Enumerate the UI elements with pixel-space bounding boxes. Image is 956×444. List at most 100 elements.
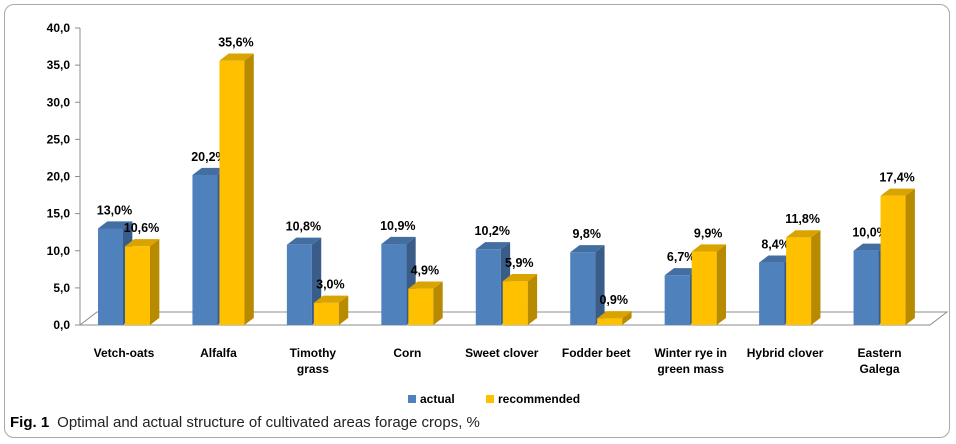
bar-recommended bbox=[125, 239, 160, 325]
bar-front-face bbox=[313, 302, 339, 325]
bar-top-face bbox=[570, 245, 605, 253]
bar-front-face bbox=[408, 288, 434, 325]
bar-side-face bbox=[338, 295, 349, 325]
y-tick-label: 30,0 bbox=[47, 95, 71, 109]
y-tick-label: 35,0 bbox=[47, 58, 71, 72]
data-label: 17,4% bbox=[879, 171, 914, 185]
y-tick-label: 15,0 bbox=[47, 207, 71, 221]
bar-front-face bbox=[381, 244, 407, 325]
data-label: 10,9% bbox=[380, 219, 415, 233]
bar-top-face bbox=[381, 236, 416, 245]
bar-recommended bbox=[786, 230, 821, 325]
data-label: 10,8% bbox=[286, 220, 321, 234]
bar-front-face bbox=[125, 246, 150, 325]
bar-side-face bbox=[811, 230, 821, 325]
legend-label-recommended: recommended bbox=[498, 392, 580, 406]
bar-top-face bbox=[408, 281, 443, 289]
bar-top-face bbox=[853, 243, 888, 251]
data-label: 9,8% bbox=[572, 227, 601, 241]
x-category-label: Sweet clover bbox=[465, 346, 539, 360]
data-label: 11,8% bbox=[785, 212, 820, 226]
bar-side-face bbox=[244, 53, 254, 326]
bar-top-face bbox=[286, 237, 322, 245]
data-label: 3,0% bbox=[316, 278, 345, 292]
figure-frame bbox=[4, 4, 950, 438]
x-category-label: Timothy grass bbox=[290, 346, 337, 376]
bar-recommended bbox=[691, 244, 727, 325]
data-label: 10,0% bbox=[852, 226, 887, 240]
bar-actual bbox=[570, 245, 605, 325]
bar-front-face bbox=[691, 251, 717, 325]
bar-side-face bbox=[433, 281, 443, 325]
legend-label-actual: actual bbox=[420, 392, 455, 406]
bar-front-face bbox=[880, 195, 906, 325]
bar-chart: 0,0 5,0 10,0 15,0 20,0 25,0 30,0 35,0 40,0 13,0% 1… bbox=[47, 21, 949, 406]
data-label: 6,7% bbox=[667, 250, 696, 264]
bar-side-face bbox=[905, 188, 915, 325]
data-label: 8,4% bbox=[761, 237, 790, 251]
x-category-label: Winter rye in green mass bbox=[654, 346, 727, 376]
y-tick-label: 0,0 bbox=[53, 318, 70, 332]
bar-side-face bbox=[527, 274, 538, 325]
bar-top-face bbox=[597, 311, 632, 319]
bar-side-face bbox=[716, 244, 727, 325]
bar-top-face bbox=[219, 53, 254, 61]
bar-top-face bbox=[786, 230, 821, 238]
data-label: 10,6% bbox=[124, 221, 159, 235]
bar-side-face bbox=[622, 311, 632, 325]
bar-top-face bbox=[502, 274, 538, 282]
bar-top-face bbox=[691, 244, 727, 252]
bar-front-face bbox=[286, 244, 312, 325]
y-tick-label: 25,0 bbox=[47, 132, 71, 146]
x-category-label: Corn bbox=[393, 346, 421, 360]
bar-front-face bbox=[597, 318, 623, 325]
bar-top-face bbox=[125, 239, 160, 247]
bar-front-face bbox=[192, 175, 218, 325]
x-category-label: Fodder beet bbox=[562, 346, 631, 360]
bar-top-face bbox=[192, 167, 227, 176]
y-tick-label: 5,0 bbox=[53, 281, 70, 295]
bar-front-face bbox=[219, 60, 245, 326]
bar-top-face bbox=[98, 221, 133, 229]
bar-top-face bbox=[313, 295, 349, 303]
bar-top-face bbox=[759, 255, 794, 263]
data-label: 20,2% bbox=[191, 150, 226, 164]
bar-actual bbox=[381, 236, 416, 325]
bar-front-face bbox=[570, 252, 596, 325]
x-category-label: Alfalfa bbox=[200, 346, 237, 360]
y-tick-label: 40,0 bbox=[47, 21, 71, 35]
data-label: 0,9% bbox=[599, 293, 628, 307]
bar-recommended bbox=[597, 311, 632, 325]
bar-recommended bbox=[313, 295, 349, 325]
bar-front-face bbox=[759, 262, 785, 325]
bar-recommended bbox=[219, 53, 254, 326]
data-label: 9,9% bbox=[694, 226, 723, 240]
bar-top-face bbox=[880, 188, 915, 196]
x-category-label: Hybrid clover bbox=[747, 346, 824, 360]
data-label: 35,6% bbox=[218, 36, 253, 50]
x-category-label: Vetch-oats bbox=[94, 346, 155, 360]
bar-recommended bbox=[880, 188, 915, 325]
bar-side-face bbox=[150, 239, 160, 325]
legend-swatch-recommended bbox=[486, 395, 494, 403]
y-tick-label: 20,0 bbox=[47, 170, 71, 184]
bar-front-face bbox=[786, 237, 812, 325]
x-category-label: Eastern Galega bbox=[858, 346, 902, 376]
bar-recommended bbox=[408, 281, 443, 325]
bar-front-face bbox=[98, 228, 123, 325]
data-label: 5,9% bbox=[505, 256, 534, 270]
figure-label: Fig. 1 bbox=[10, 414, 50, 431]
data-label: 13,0% bbox=[97, 203, 132, 217]
figure-caption: Fig. 1 Optimal and actual structure of cu… bbox=[10, 414, 480, 431]
chart-legend: actual recommended bbox=[408, 392, 580, 406]
legend-swatch-actual bbox=[408, 395, 416, 403]
y-tick-label: 10,0 bbox=[47, 244, 71, 258]
bar-side-face bbox=[595, 245, 605, 325]
caption-text: Optimal and actual structure of cultivat… bbox=[57, 414, 480, 431]
bar-front-face bbox=[475, 249, 501, 325]
bar-front-face bbox=[502, 281, 528, 325]
bar-top-face bbox=[664, 268, 700, 276]
bar-front-face bbox=[853, 250, 879, 325]
bar-recommended bbox=[502, 274, 538, 325]
data-label: 4,9% bbox=[411, 263, 440, 277]
